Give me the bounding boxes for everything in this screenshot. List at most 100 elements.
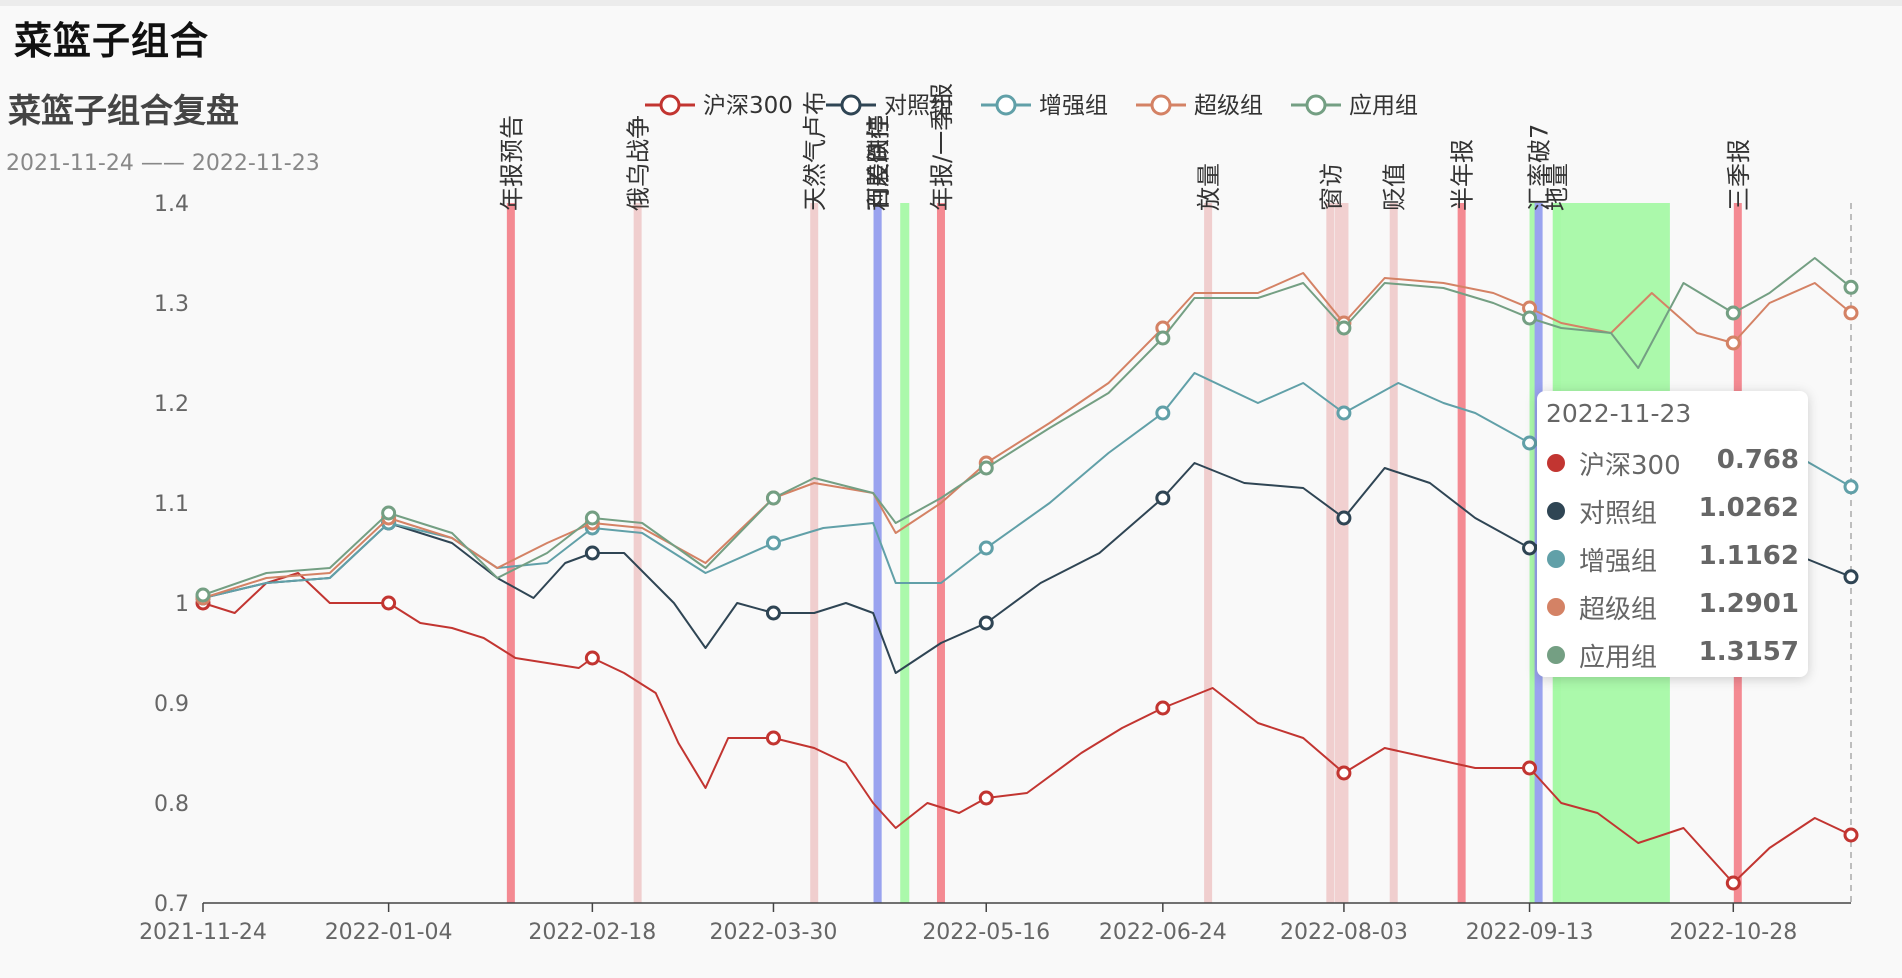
legend-circle-icon — [1150, 94, 1172, 116]
event-marker-line — [1326, 203, 1335, 903]
event-marker-line — [1389, 203, 1398, 903]
legend-item[interactable]: 应用组 — [1291, 93, 1418, 119]
x-tick-label: 2022-03-30 — [710, 920, 838, 945]
series-point — [1843, 279, 1859, 295]
event-label: 天然气卢布 — [801, 91, 829, 211]
tooltip-series-value: 1.2901 — [1698, 589, 1799, 619]
series-line — [202, 272, 1852, 599]
tooltip-series-name: 应用组 — [1579, 643, 1658, 673]
series-point — [1522, 760, 1538, 776]
chart-subtitle: 2021-11-24 —— 2022-11-23 — [6, 151, 320, 176]
tooltip-row: 超级组 1.2901 — [1547, 587, 1799, 625]
legend-item[interactable]: 超级组 — [1136, 93, 1263, 119]
y-tick-label: 1.3 — [154, 292, 189, 317]
y-tick-label: 0.7 — [154, 892, 189, 917]
y-tick-label: 1.1 — [154, 492, 189, 517]
event-label: 汇率破7 — [1526, 124, 1554, 211]
series-point — [1725, 305, 1741, 321]
x-tick-label: 2022-05-16 — [922, 920, 1050, 945]
event-label: 百股跌停 — [865, 115, 893, 211]
series-color-dot — [1547, 550, 1565, 568]
legend-item[interactable]: 增强组 — [981, 93, 1108, 119]
legend-circle-icon — [995, 94, 1017, 116]
y-tick-label: 1.2 — [154, 392, 189, 417]
tooltip-series-name: 沪深300 — [1579, 451, 1681, 481]
chart-title: 菜篮子组合复盘 — [8, 91, 239, 130]
x-tick-label: 2021-11-24 — [139, 920, 267, 945]
y-tick-label: 0.9 — [154, 692, 189, 717]
series-point — [978, 460, 994, 476]
event-marker-line — [936, 203, 945, 903]
series-point — [1843, 569, 1859, 585]
series-point — [1336, 510, 1352, 526]
event-label: 半年报 — [1449, 139, 1477, 211]
series-point — [1725, 335, 1741, 351]
legend-item[interactable]: 沪深300 — [645, 93, 793, 119]
tooltip-series-value: 1.1162 — [1698, 541, 1799, 571]
series-point — [1843, 305, 1859, 321]
series-point — [978, 540, 994, 556]
legend-label: 增强组 — [1039, 93, 1108, 119]
tooltip-series-value: 1.3157 — [1698, 637, 1799, 667]
series-point — [381, 505, 397, 521]
series-point — [584, 510, 600, 526]
series-point — [1336, 405, 1352, 421]
series-point — [1336, 765, 1352, 781]
series-point — [1155, 700, 1171, 716]
legend-circle-icon — [659, 94, 681, 116]
event-label: 窗访 — [1317, 163, 1345, 211]
legend-circle-icon — [1305, 94, 1327, 116]
tooltip-series-value: 0.768 — [1716, 445, 1799, 475]
series-point — [765, 605, 781, 621]
event-band — [1334, 203, 1349, 903]
series-point — [1522, 435, 1538, 451]
series-color-dot — [1547, 454, 1565, 472]
page-title: 菜篮子组合 — [14, 19, 210, 63]
series-point — [1843, 479, 1859, 495]
legend-label: 对照组 — [884, 93, 953, 119]
event-marker-line — [633, 203, 642, 903]
event-marker-line — [873, 203, 882, 903]
event-marker-line — [810, 203, 819, 903]
series-point — [765, 535, 781, 551]
series-color-dot — [1547, 502, 1565, 520]
x-tick-label: 2022-10-28 — [1669, 920, 1797, 945]
x-tick-label: 2022-06-24 — [1099, 920, 1227, 945]
series-point — [765, 490, 781, 506]
series-point — [1155, 330, 1171, 346]
event-band — [900, 203, 910, 903]
tooltip-date: 2022-11-23 — [1546, 399, 1692, 428]
event-label: 年报预告 — [498, 115, 526, 211]
series-point — [1522, 540, 1538, 556]
event-label: 贬值 — [1381, 163, 1409, 211]
event-label: 地量 — [1544, 163, 1572, 211]
tooltip-row: 对照组 1.0262 — [1547, 491, 1799, 529]
legend-label: 超级组 — [1194, 93, 1263, 119]
series-line — [202, 572, 1852, 884]
series-point — [978, 790, 994, 806]
tooltip-series-name: 对照组 — [1579, 499, 1658, 529]
series-point — [765, 730, 781, 746]
y-tick-label: 0.8 — [154, 792, 189, 817]
series-point — [978, 615, 994, 631]
x-tick-label: 2022-08-03 — [1280, 920, 1408, 945]
series-point — [1155, 490, 1171, 506]
tooltip-row: 增强组 1.1162 — [1547, 539, 1799, 577]
event-label: 利差倒挂 — [865, 115, 893, 211]
legend-item[interactable]: 对照组 — [826, 93, 953, 119]
series-group — [195, 572, 1859, 891]
series-line — [202, 257, 1852, 596]
tooltip-row: 应用组 1.3157 — [1547, 635, 1799, 673]
event-marker-line — [506, 203, 515, 903]
legend-label: 应用组 — [1349, 93, 1418, 119]
series-point — [584, 545, 600, 561]
event-label: 三季报 — [1725, 139, 1753, 211]
x-tick-label: 2022-02-18 — [528, 920, 656, 945]
y-tick-label: 1.4 — [154, 192, 189, 217]
series-point — [381, 595, 397, 611]
tooltip-row: 沪深300 0.768 — [1547, 443, 1799, 481]
event-label: 放量 — [1195, 163, 1223, 211]
event-marker-line — [1457, 203, 1466, 903]
series-color-dot — [1547, 598, 1565, 616]
series-point — [1843, 827, 1859, 843]
